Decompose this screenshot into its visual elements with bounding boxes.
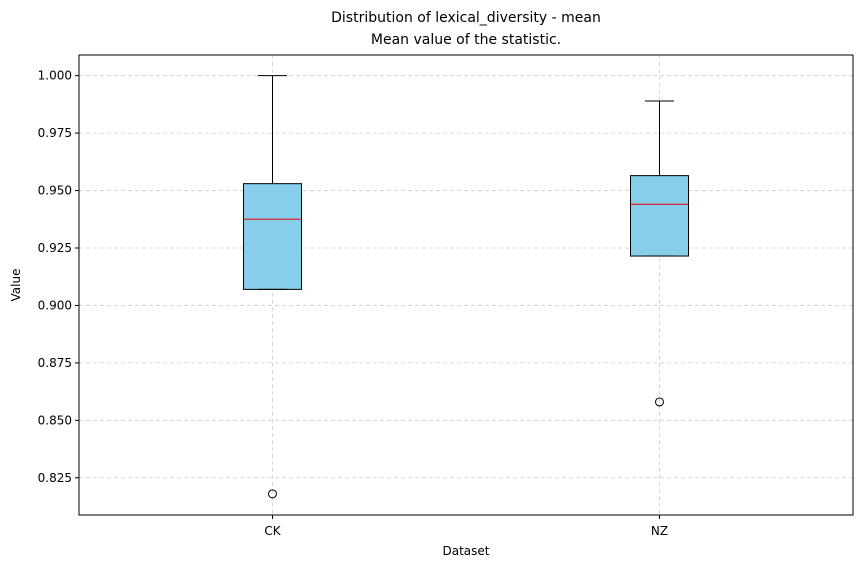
- box-body: [630, 175, 689, 257]
- y-tick-label: 1.000: [38, 69, 72, 83]
- outlier-point: [268, 489, 277, 499]
- x-tick-label: NZ: [651, 524, 668, 538]
- chart-subtitle: Mean value of the statistic.: [371, 32, 561, 48]
- y-tick-label: 0.850: [38, 413, 72, 427]
- y-axis-label: Value: [9, 269, 23, 302]
- boxes: [243, 75, 689, 499]
- x-axis-label: Dataset: [443, 544, 490, 558]
- plot-frame: [78, 54, 854, 516]
- y-tick-label: 0.950: [38, 184, 72, 198]
- x-tick-label: CK: [264, 524, 281, 538]
- box-ck: [243, 75, 302, 499]
- box-body: [243, 183, 302, 290]
- y-tick-label: 0.975: [38, 126, 72, 140]
- y-tick-label: 0.875: [38, 356, 72, 370]
- grid: [79, 55, 853, 515]
- box-nz: [630, 100, 689, 407]
- chart-title: Distribution of lexical_diversity - mean: [331, 10, 601, 26]
- ticks: 0.825 0.850 0.875 0.900 0.925 0.950 0.975 1.000…: [38, 69, 668, 538]
- outlier-point: [655, 397, 664, 407]
- y-tick-label: 0.925: [38, 241, 72, 255]
- y-tick-label: 0.825: [38, 471, 72, 485]
- y-tick-label: 0.900: [38, 298, 72, 312]
